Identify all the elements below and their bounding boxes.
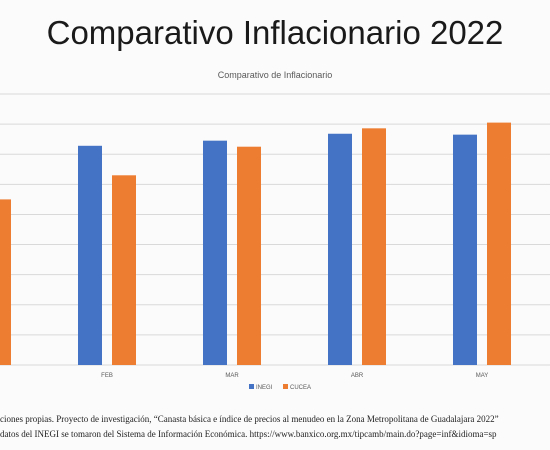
bar-inegi-abr [328,133,352,365]
bar-cucea-feb [112,175,136,365]
legend-label: CUCEA [290,385,311,391]
source-caption-line-1: ciones propias. Proyecto de investigació… [0,414,499,424]
bar-chart: Comparativo de Inflacionario FEB MAR ABR MA… [0,70,550,391]
bar-inegi-may [453,134,477,365]
bar-inegi-mar [203,140,227,365]
bar-cucea-ene [0,199,11,365]
slide-title: Comparativo Inflacionario 2022 [46,14,504,51]
chart-title: Comparativo de Inflacionario [218,70,333,80]
x-axis-labels: FEB MAR ABR MAY [101,373,488,379]
chart-legend: INEGI CUCEA [249,384,311,391]
bar-cucea-abr [362,128,386,365]
x-tick-label: MAY [476,373,489,379]
chart-bars [0,122,511,365]
x-tick-label: MAR [225,373,239,379]
legend-swatch [249,384,254,389]
legend-label: INEGI [256,385,273,391]
bar-cucea-mar [237,146,261,365]
legend-swatch [283,384,288,389]
source-caption-line-2: datos del INEGI se tomaron del Sistema d… [0,429,497,439]
bar-cucea-may [487,122,511,365]
bar-inegi-feb [78,145,102,365]
x-tick-label: FEB [101,373,113,379]
x-tick-label: ABR [351,373,364,379]
